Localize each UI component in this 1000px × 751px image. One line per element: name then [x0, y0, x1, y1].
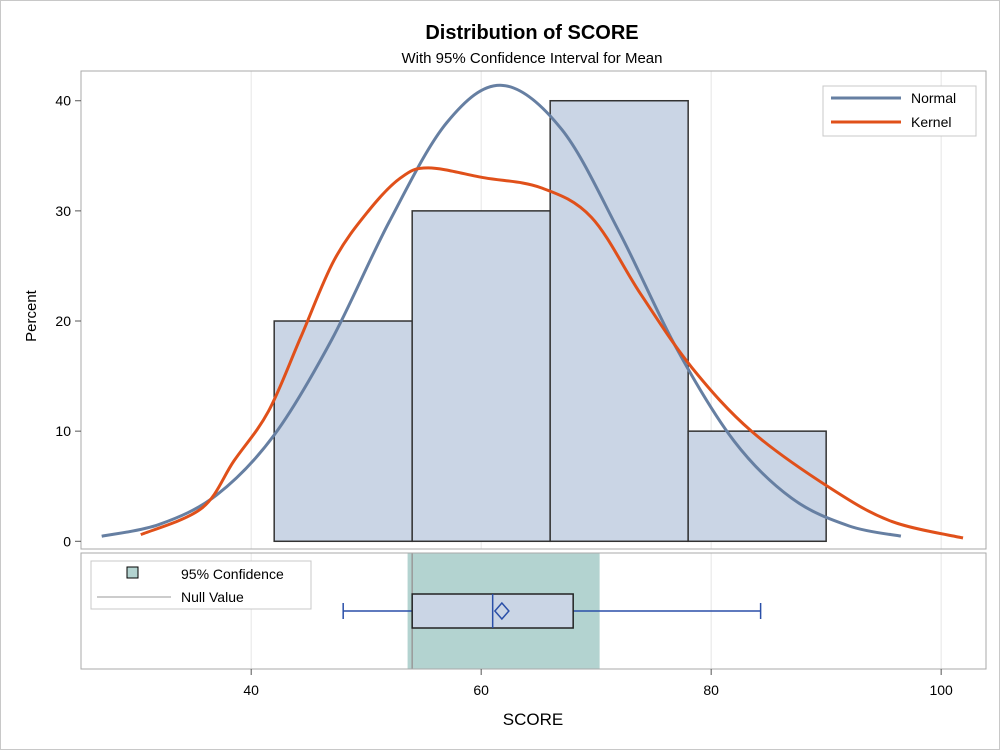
legend-kernel-label: Kernel: [911, 114, 951, 130]
y-tick-label: 30: [55, 203, 71, 219]
x-tick-label: 100: [929, 682, 953, 698]
chart-title: Distribution of SCORE: [425, 22, 638, 44]
chart-subtitle: With 95% Confidence Interval for Mean: [402, 50, 663, 67]
x-axis-label: SCORE: [503, 710, 563, 729]
histogram-bar: [549, 99, 689, 543]
x-tick-label: 40: [243, 682, 259, 698]
x-tick-label: 80: [703, 682, 719, 698]
curve-legend: Normal Kernel: [822, 85, 977, 137]
histogram-bar: [411, 210, 551, 543]
y-tick-label: 40: [55, 93, 71, 109]
y-tick-label: 0: [63, 533, 71, 549]
normal-curve: [101, 83, 902, 538]
mean-marker: [493, 601, 510, 621]
plot-frame: [80, 70, 987, 550]
legend-null-label: Null Value: [181, 589, 244, 605]
y-tick-label: 20: [55, 313, 71, 329]
box-legend: 95% Confidence Null Value: [90, 560, 312, 610]
box-panel-frame: [80, 552, 987, 670]
histogram-bar: [273, 320, 413, 543]
legend-ci-label: 95% Confidence: [181, 566, 284, 582]
x-tick-label: 60: [473, 682, 489, 698]
legend-ci-swatch: [126, 566, 139, 579]
legend-normal-label: Normal: [911, 90, 956, 106]
y-tick-label: 10: [55, 423, 71, 439]
histogram-bar: [687, 430, 827, 543]
y-axis-label: Percent: [23, 289, 40, 342]
kernel-curve: [140, 166, 964, 540]
